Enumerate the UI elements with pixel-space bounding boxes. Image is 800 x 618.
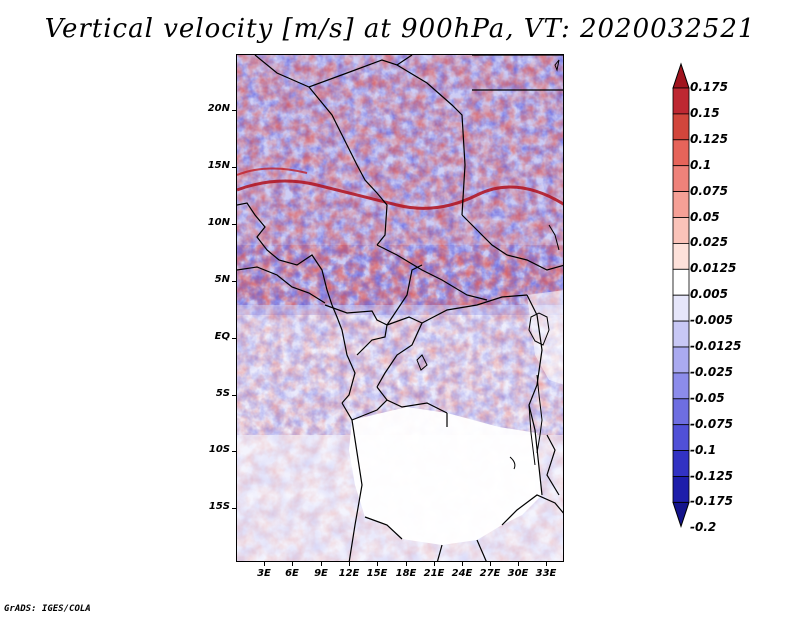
colorbar-swatch xyxy=(672,217,690,244)
colorbar-swatch xyxy=(672,424,690,452)
lat-label: 15S xyxy=(208,501,230,512)
lon-label: 30E xyxy=(507,568,529,579)
lon-label: 9E xyxy=(314,568,328,579)
colorbar-label: -0.125 xyxy=(690,468,733,483)
lon-tick xyxy=(490,561,491,566)
lon-tick xyxy=(349,561,350,566)
lon-label: 6E xyxy=(285,568,299,579)
colorbar-label: 0.1 xyxy=(690,157,712,172)
lon-tick xyxy=(377,561,378,566)
colorbar-bottom-arrow xyxy=(672,501,690,528)
lat-tick xyxy=(232,338,237,339)
lat-tick xyxy=(232,167,237,168)
colorbar-swatch xyxy=(672,450,690,477)
colorbar-label: 0.125 xyxy=(690,131,728,146)
colorbar-swatch xyxy=(672,268,690,296)
colorbar-swatch xyxy=(672,294,690,322)
lat-label: 15N xyxy=(207,160,230,171)
lon-label: 33E xyxy=(535,568,557,579)
lat-tick xyxy=(232,451,237,452)
colorbar-label: -0.1 xyxy=(690,442,717,457)
colorbar-swatch xyxy=(672,346,690,374)
colorbar-label: 0.15 xyxy=(690,105,720,120)
lon-label: 12E xyxy=(338,568,360,579)
lon-tick xyxy=(462,561,463,566)
colorbar-label: -0.0125 xyxy=(690,339,742,353)
colorbar-top-arrow xyxy=(672,62,690,89)
colorbar-label: -0.2 xyxy=(690,520,717,535)
lat-tick xyxy=(232,110,237,111)
lon-tick xyxy=(434,561,435,566)
lon-label: 18E xyxy=(395,568,417,579)
colorbar-swatch xyxy=(672,476,690,503)
colorbar-swatch xyxy=(672,320,690,348)
lon-tick xyxy=(264,561,265,566)
colorbar-swatch xyxy=(672,113,690,141)
lon-label: 3E xyxy=(257,568,271,579)
colorbar-label: -0.075 xyxy=(690,416,733,431)
colorbar-swatch xyxy=(672,398,690,426)
lon-label: 27E xyxy=(479,568,501,579)
vertical-velocity-field xyxy=(237,55,563,561)
lon-label: 15E xyxy=(366,568,388,579)
map-title: Vertical velocity [m/s] at 900hPa, VT: 2… xyxy=(44,14,756,44)
colorbar-label: -0.005 xyxy=(690,313,733,328)
lat-label: 5S xyxy=(215,388,230,399)
lon-label: 21E xyxy=(423,568,445,579)
lon-tick xyxy=(546,561,547,566)
lat-tick xyxy=(232,224,237,225)
colorbar-label: 0.075 xyxy=(690,183,728,198)
colorbar-swatch xyxy=(672,87,690,115)
footer-credit: GrADS: IGES/COLA xyxy=(4,604,91,614)
lat-label: 10S xyxy=(208,444,230,455)
colorbar-swatch xyxy=(672,242,690,270)
colorbar-label: 0.0125 xyxy=(690,261,737,276)
lon-tick xyxy=(518,561,519,566)
lat-tick xyxy=(232,281,237,282)
lat-label: EQ xyxy=(214,331,230,342)
lat-label: 5N xyxy=(214,274,230,285)
lon-tick xyxy=(292,561,293,566)
lat-tick xyxy=(232,395,237,396)
map-plot-area xyxy=(236,54,564,562)
colorbar-label: -0.05 xyxy=(690,390,725,405)
colorbar-swatch xyxy=(672,139,690,167)
lon-tick xyxy=(406,561,407,566)
lat-label: 10N xyxy=(207,217,230,228)
colorbar-label: 0.175 xyxy=(690,80,728,94)
lon-tick xyxy=(321,561,322,566)
colorbar-label: -0.175 xyxy=(690,494,733,509)
lon-label: 24E xyxy=(451,568,473,579)
colorbar-label: 0.05 xyxy=(690,209,720,224)
colorbar-label: 0.025 xyxy=(690,235,728,250)
lat-tick xyxy=(232,508,237,509)
colorbar xyxy=(672,62,690,528)
colorbar-label: 0.005 xyxy=(690,287,728,302)
colorbar-label: -0.025 xyxy=(690,364,733,379)
colorbar-swatch xyxy=(672,372,690,400)
lat-label: 20N xyxy=(207,103,230,114)
colorbar-swatch xyxy=(672,191,690,218)
colorbar-swatch xyxy=(672,165,690,192)
